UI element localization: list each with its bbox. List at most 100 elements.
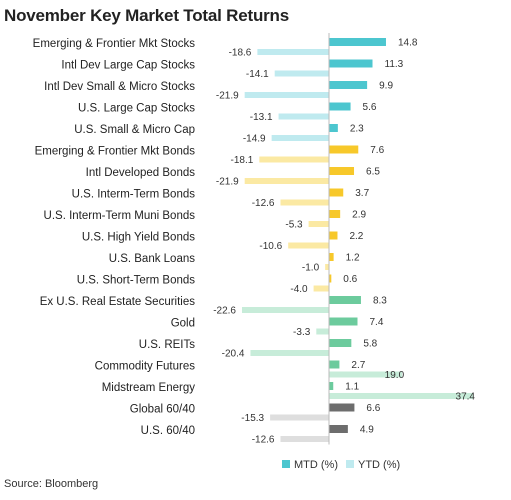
bar-mtd xyxy=(329,339,352,347)
value-labels: 14.8 -18.6 11.3 -14.1 9.9 -21.9 5.6 -13.1 2.3 -14… xyxy=(213,38,475,446)
value-label-mtd: 4.9 xyxy=(360,425,374,436)
bar-mtd xyxy=(329,317,358,326)
bar-mtd xyxy=(329,188,344,197)
legend-label-ytd: YTD (%) xyxy=(358,459,400,471)
value-label-ytd: -4.0 xyxy=(290,284,308,295)
category-label: U.S. High Yield Bonds xyxy=(82,232,195,244)
bar-ytd xyxy=(329,393,473,399)
value-label-ytd: -12.6 xyxy=(252,435,275,446)
bar-ytd xyxy=(278,113,329,120)
legend-swatch-mtd xyxy=(282,460,290,468)
value-label-ytd: -21.9 xyxy=(216,177,239,188)
value-label-mtd: 1.1 xyxy=(345,382,359,393)
value-label-ytd: -14.9 xyxy=(243,134,266,145)
bar-ytd xyxy=(270,414,329,421)
bar-mtd xyxy=(329,124,338,132)
bar-ytd xyxy=(244,178,329,184)
value-label-ytd: -1.0 xyxy=(302,263,320,274)
value-label-ytd: -14.1 xyxy=(246,69,269,80)
value-label-mtd: 7.6 xyxy=(370,145,384,156)
value-label-ytd: -10.6 xyxy=(259,241,282,252)
value-label-ytd: -20.4 xyxy=(222,349,245,360)
value-label-ytd: -22.6 xyxy=(213,306,236,317)
category-label: Emerging & Frontier Mkt Bonds xyxy=(35,146,196,158)
category-label: U.S. 60/40 xyxy=(141,425,195,437)
value-label-ytd: -21.9 xyxy=(216,91,239,102)
source-note: Source: Bloomberg xyxy=(4,478,99,490)
value-label-ytd: -15.3 xyxy=(241,413,264,424)
value-label-ytd: -5.3 xyxy=(285,220,303,231)
value-label-mtd: 7.4 xyxy=(369,317,383,328)
bar-mtd xyxy=(329,403,355,412)
bar-ytd xyxy=(274,70,329,77)
bar-mtd xyxy=(329,59,373,68)
bar-ytd xyxy=(280,436,329,442)
value-label-mtd: 2.7 xyxy=(351,360,365,371)
bar-ytd xyxy=(259,156,329,163)
category-label: Ex U.S. Real Estate Securities xyxy=(40,296,196,308)
category-labels: Emerging & Frontier Mkt Stocks Intl Dev L… xyxy=(33,38,196,437)
value-label-mtd: 5.8 xyxy=(363,339,377,350)
value-label-mtd: 5.6 xyxy=(363,102,377,113)
category-label: Intl Dev Small & Micro Stocks xyxy=(44,81,195,93)
value-label-mtd: 11.3 xyxy=(385,59,404,70)
value-label-ytd: -12.6 xyxy=(252,198,275,209)
value-label-mtd: 0.6 xyxy=(343,274,357,285)
value-label-mtd: 9.9 xyxy=(379,81,393,92)
category-label: U.S. Interm-Term Bonds xyxy=(72,189,196,201)
value-label-ytd: -18.1 xyxy=(231,155,254,166)
bar-mtd xyxy=(329,360,340,369)
bar-ytd xyxy=(271,135,329,141)
value-label-ytd: -3.3 xyxy=(293,327,311,338)
bar-mtd xyxy=(329,274,332,283)
value-label-mtd: 3.7 xyxy=(355,188,369,199)
value-label-mtd: 1.2 xyxy=(346,253,360,264)
category-label: Emerging & Frontier Mkt Stocks xyxy=(33,38,196,50)
chart-bars xyxy=(241,38,473,442)
category-label: U.S. Interm-Term Muni Bonds xyxy=(44,210,196,222)
legend-swatch-ytd xyxy=(346,460,354,468)
value-label-ytd: 19.0 xyxy=(385,370,405,381)
bar-mtd xyxy=(329,253,334,261)
value-label-ytd: 37.4 xyxy=(456,392,476,403)
bar-mtd xyxy=(329,38,386,46)
bar-ytd xyxy=(280,199,329,206)
value-label-mtd: 2.9 xyxy=(352,210,366,221)
legend-label-mtd: MTD (%) xyxy=(294,459,338,471)
category-label: U.S. Large Cap Stocks xyxy=(78,103,195,115)
bar-ytd xyxy=(308,221,329,227)
bar-mtd xyxy=(329,102,351,111)
bar-mtd xyxy=(329,425,348,433)
value-label-mtd: 2.2 xyxy=(349,231,363,242)
bar-mtd xyxy=(329,167,355,175)
bar-mtd xyxy=(329,81,368,89)
value-label-ytd: -18.6 xyxy=(229,48,252,59)
bar-ytd xyxy=(244,92,329,98)
category-label: Intl Developed Bonds xyxy=(86,167,196,179)
bar-ytd xyxy=(250,350,329,356)
bar-ytd xyxy=(313,285,329,292)
value-label-ytd: -13.1 xyxy=(250,112,273,123)
value-label-mtd: 8.3 xyxy=(373,296,387,307)
category-label: Global 60/40 xyxy=(130,404,195,416)
value-label-mtd: 6.5 xyxy=(366,167,380,178)
bar-mtd xyxy=(329,231,338,240)
value-label-mtd: 14.8 xyxy=(398,38,418,49)
bar-ytd xyxy=(257,49,329,55)
category-label: Commodity Futures xyxy=(95,361,196,373)
category-label: U.S. Bank Loans xyxy=(109,253,196,265)
chart-legend: MTD (%) YTD (%) xyxy=(282,459,400,471)
category-label: Gold xyxy=(171,318,195,330)
category-label: Midstream Energy xyxy=(102,382,196,394)
bar-ytd xyxy=(241,307,329,313)
category-label: U.S. REITs xyxy=(139,339,195,351)
category-label: U.S. Short-Term Bonds xyxy=(77,275,195,287)
bar-ytd xyxy=(329,371,403,378)
category-label: U.S. Small & Micro Cap xyxy=(74,124,195,136)
value-label-mtd: 2.3 xyxy=(350,124,364,135)
bar-mtd xyxy=(329,382,334,390)
bar-ytd xyxy=(288,242,329,249)
bar-ytd xyxy=(316,328,329,335)
bar-mtd xyxy=(329,145,359,154)
